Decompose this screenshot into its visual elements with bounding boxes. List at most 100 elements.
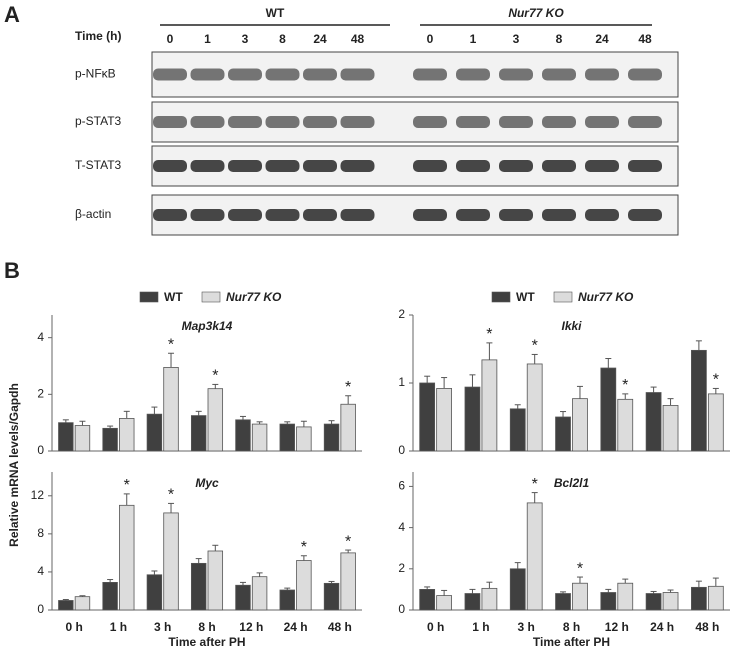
significance-mark: * (713, 372, 719, 389)
x-tick-label: 1 h (110, 620, 127, 634)
blot-band (190, 68, 225, 81)
y-tick-label: 12 (31, 488, 45, 502)
blot-band (228, 160, 262, 172)
significance-mark: * (532, 338, 538, 355)
lane-label: 48 (638, 32, 652, 46)
lane-label: 0 (167, 32, 174, 46)
blot-band (413, 68, 447, 81)
bar (600, 592, 617, 611)
bar (146, 413, 163, 452)
significance-mark: * (124, 477, 130, 494)
lane-label: 48 (351, 32, 365, 46)
blot-band (153, 160, 187, 172)
legend-swatch (139, 291, 159, 303)
blot-band (265, 160, 300, 172)
blot-band (228, 68, 262, 81)
bar (555, 416, 571, 452)
blot-band (228, 116, 262, 128)
lane-label: 24 (595, 32, 609, 46)
significance-mark: * (212, 368, 218, 385)
significance-mark: * (168, 336, 174, 353)
bar (617, 398, 634, 452)
blot-band (265, 68, 300, 81)
legend-label: Nur77 KO (578, 290, 634, 304)
blot-band (456, 209, 490, 221)
bar (163, 367, 179, 452)
bar (691, 586, 707, 611)
bar (146, 574, 163, 611)
blot-band (265, 116, 300, 128)
bar (235, 419, 251, 452)
blot-band (228, 209, 262, 221)
chart-title: Map3k14 (182, 319, 233, 333)
blot-band (340, 160, 375, 172)
blot-band (413, 116, 447, 128)
blot-band (340, 209, 375, 221)
blot-band (628, 68, 662, 81)
lane-label: 0 (427, 32, 434, 46)
significance-mark: * (345, 533, 351, 550)
blot-band (265, 209, 300, 221)
x-tick-label: 48 h (695, 620, 719, 634)
bar (481, 587, 498, 611)
chart-title: Myc (195, 476, 219, 490)
blot-band (542, 68, 576, 81)
x-tick-label: 48 h (328, 620, 352, 634)
blot-band (153, 68, 187, 81)
bar (707, 393, 724, 452)
lane-label: 3 (513, 32, 520, 46)
bar (323, 582, 340, 611)
blot-band (499, 68, 533, 81)
bar (207, 550, 224, 611)
bar (74, 596, 91, 611)
blot-band (303, 160, 337, 172)
lane-label: 24 (313, 32, 327, 46)
significance-mark: * (622, 377, 628, 394)
x-tick-label: 0 h (427, 620, 444, 634)
bar (572, 398, 588, 452)
panel-letter: A (4, 2, 20, 27)
y-tick-label: 0 (398, 602, 405, 616)
legend-swatch (201, 291, 221, 303)
blot-band (628, 116, 662, 128)
bar (419, 589, 436, 611)
x-tick-label: 3 h (518, 620, 535, 634)
legend-swatch (553, 291, 573, 303)
blot-band (153, 209, 187, 221)
bar (555, 593, 571, 611)
bar (251, 423, 268, 452)
legend-swatch (491, 291, 511, 303)
y-tick-label: 4 (398, 520, 405, 534)
bar (235, 584, 251, 611)
bar (464, 386, 481, 452)
bar (509, 408, 526, 452)
bar (645, 593, 662, 611)
y-tick-label: 8 (37, 526, 44, 540)
blot-band (303, 209, 337, 221)
bar (119, 504, 135, 611)
significance-mark: * (486, 326, 492, 343)
bar (279, 589, 295, 611)
lane-label: 8 (556, 32, 563, 46)
x-tick-label: 8 h (198, 620, 215, 634)
x-axis-label: Time after PH (533, 635, 610, 649)
bar (102, 582, 118, 611)
bar (419, 382, 436, 452)
chart-title: Bcl2l1 (554, 476, 590, 490)
blot-band (303, 68, 337, 81)
blot-band (542, 116, 576, 128)
significance-mark: * (301, 539, 307, 556)
blot-band (456, 116, 490, 128)
x-tick-label: 1 h (472, 620, 489, 634)
legend-label: WT (164, 290, 183, 304)
blot-band (413, 209, 447, 221)
y-tick-label: 4 (37, 564, 44, 578)
lane-label: 3 (242, 32, 249, 46)
blot-band (340, 68, 375, 81)
bar (58, 600, 74, 611)
blot-band (628, 209, 662, 221)
bar (464, 593, 481, 611)
blot-band (499, 160, 533, 172)
group-label: Nur77 KO (508, 6, 564, 20)
bar (190, 562, 207, 611)
